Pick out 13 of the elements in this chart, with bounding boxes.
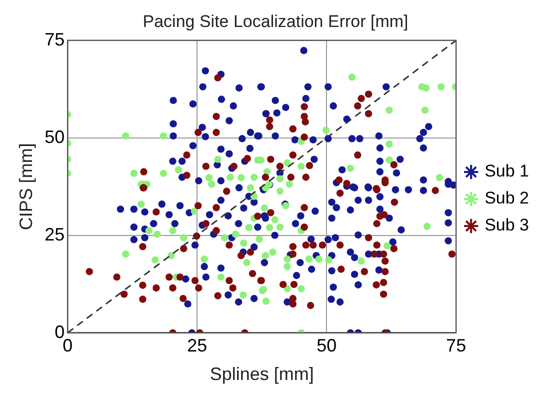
y-axis-title: CIPS [mm] [16,143,36,230]
legend-label: Sub 2 [484,188,530,208]
chart-title: Pacing Site Localization Error [mm] [142,12,408,31]
y-tick-label: 25 [44,224,65,244]
legend-label: Sub 3 [484,216,530,235]
y-tick-label: 50 [44,126,65,147]
y-tick-label: 0 [54,322,65,342]
legend-label: Sub 1 [484,162,530,181]
x-tick-label: 75 [446,336,466,356]
x-tick-label: 50 [316,336,337,356]
x-tick-label: 25 [187,336,208,356]
y-tick-label: 75 [44,29,65,50]
x-axis-title: Splines [mm] [210,364,314,384]
